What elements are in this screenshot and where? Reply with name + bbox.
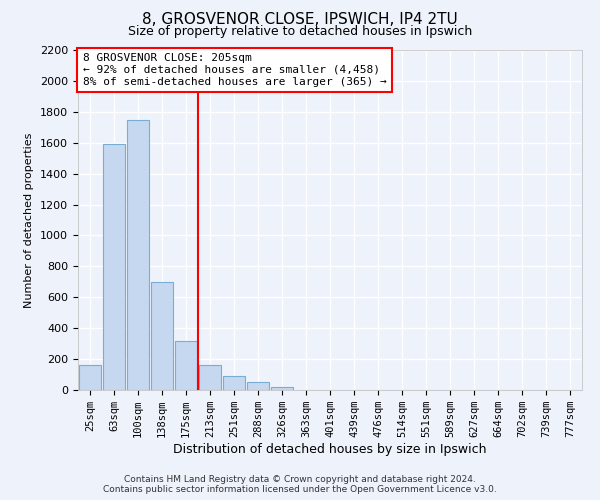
Bar <box>151 282 173 390</box>
Bar <box>103 144 125 390</box>
Bar <box>223 376 245 390</box>
Bar <box>79 366 101 390</box>
Bar <box>127 120 149 390</box>
Text: 8 GROSVENOR CLOSE: 205sqm
← 92% of detached houses are smaller (4,458)
8% of sem: 8 GROSVENOR CLOSE: 205sqm ← 92% of detac… <box>83 54 387 86</box>
Y-axis label: Number of detached properties: Number of detached properties <box>25 132 34 308</box>
Text: Size of property relative to detached houses in Ipswich: Size of property relative to detached ho… <box>128 25 472 38</box>
Text: 8, GROSVENOR CLOSE, IPSWICH, IP4 2TU: 8, GROSVENOR CLOSE, IPSWICH, IP4 2TU <box>142 12 458 28</box>
Bar <box>271 387 293 390</box>
Text: Contains HM Land Registry data © Crown copyright and database right 2024.
Contai: Contains HM Land Registry data © Crown c… <box>103 474 497 494</box>
X-axis label: Distribution of detached houses by size in Ipswich: Distribution of detached houses by size … <box>173 443 487 456</box>
Bar <box>199 366 221 390</box>
Bar <box>247 382 269 390</box>
Bar <box>175 340 197 390</box>
